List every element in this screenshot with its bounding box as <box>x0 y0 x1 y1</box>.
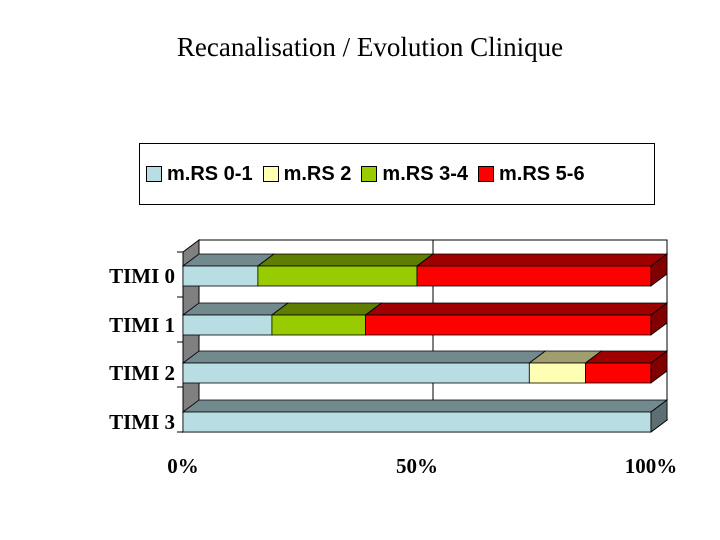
category-label-timi-0: TIMI 0 <box>109 264 175 288</box>
bar-timi-0-m-rs-0-1 <box>182 265 259 287</box>
bar-timi-0-m-rs-5-6 <box>416 265 652 287</box>
bar-timi-1-m-rs-0-1 <box>182 314 273 336</box>
chart-title: Recanalisation / Evolution Clinique <box>176 32 564 62</box>
legend-label-mrs-3-4: m.RS 3-4 <box>382 162 468 185</box>
bar-timi-2-m-rs-0-1-top <box>181 350 547 364</box>
x-tick-label-50: 50% <box>396 454 438 478</box>
bar-timi-1-m-rs-5-6-top <box>364 302 669 316</box>
legend-swatch-mrs-5-6 <box>478 166 494 182</box>
bar-timi-2-m-rs-5-6-side <box>650 350 668 384</box>
category-label-timi-1: TIMI 1 <box>109 313 175 337</box>
bar-timi-1-m-rs-5-6-side <box>650 302 668 336</box>
bar-timi-0-m-rs-3-4-top <box>256 253 435 267</box>
bar-timi-1-m-rs-0-1-top <box>181 302 290 316</box>
legend-swatch-mrs-3-4 <box>361 166 378 182</box>
chart-legend: m.RS 0-1 m.RS 2 m.RS 3-4 m.RS 5-6 <box>139 143 655 205</box>
bar-timi-3-m-rs-0-1 <box>182 411 652 433</box>
bar-timi-3-m-rs-0-1-side <box>650 399 668 433</box>
bar-timi-2-m-rs-2 <box>528 362 586 384</box>
legend-swatch-mrs-2 <box>262 166 279 182</box>
legend-label-mrs-2: m.RS 2 <box>283 162 352 185</box>
legend-item-mrs-3-4: m.RS 3-4 <box>361 163 468 186</box>
legend-label-mrs-0-1: m.RS 0-1 <box>167 162 253 185</box>
x-tick-label-100: 100% <box>625 454 678 478</box>
legend-item-mrs-5-6: m.RS 5-6 <box>478 163 585 186</box>
bar-timi-2-m-rs-5-6 <box>585 362 652 384</box>
legend-item-mrs-0-1: m.RS 0-1 <box>146 163 253 186</box>
x-tick-label-0: 0% <box>167 454 199 478</box>
bar-timi-1-m-rs-3-4 <box>271 314 366 336</box>
bar-timi-1-m-rs-3-4-top <box>270 302 383 316</box>
bar-timi-1-m-rs-5-6 <box>365 314 652 336</box>
bar-timi-0-m-rs-3-4 <box>257 265 418 287</box>
bar-timi-2-m-rs-0-1 <box>182 362 530 384</box>
category-label-timi-3: TIMI 3 <box>109 410 175 434</box>
legend-item-mrs-2: m.RS 2 <box>262 162 352 186</box>
legend-swatch-mrs-0-1 <box>146 166 162 182</box>
bar-timi-0-m-rs-5-6-top <box>415 253 669 267</box>
legend-label-mrs-5-6: m.RS 5-6 <box>499 162 585 185</box>
bar-timi-3-m-rs-0-1-top <box>181 399 669 413</box>
bar-timi-0-m-rs-5-6-side <box>650 253 668 287</box>
category-label-timi-2: TIMI 2 <box>109 361 175 385</box>
